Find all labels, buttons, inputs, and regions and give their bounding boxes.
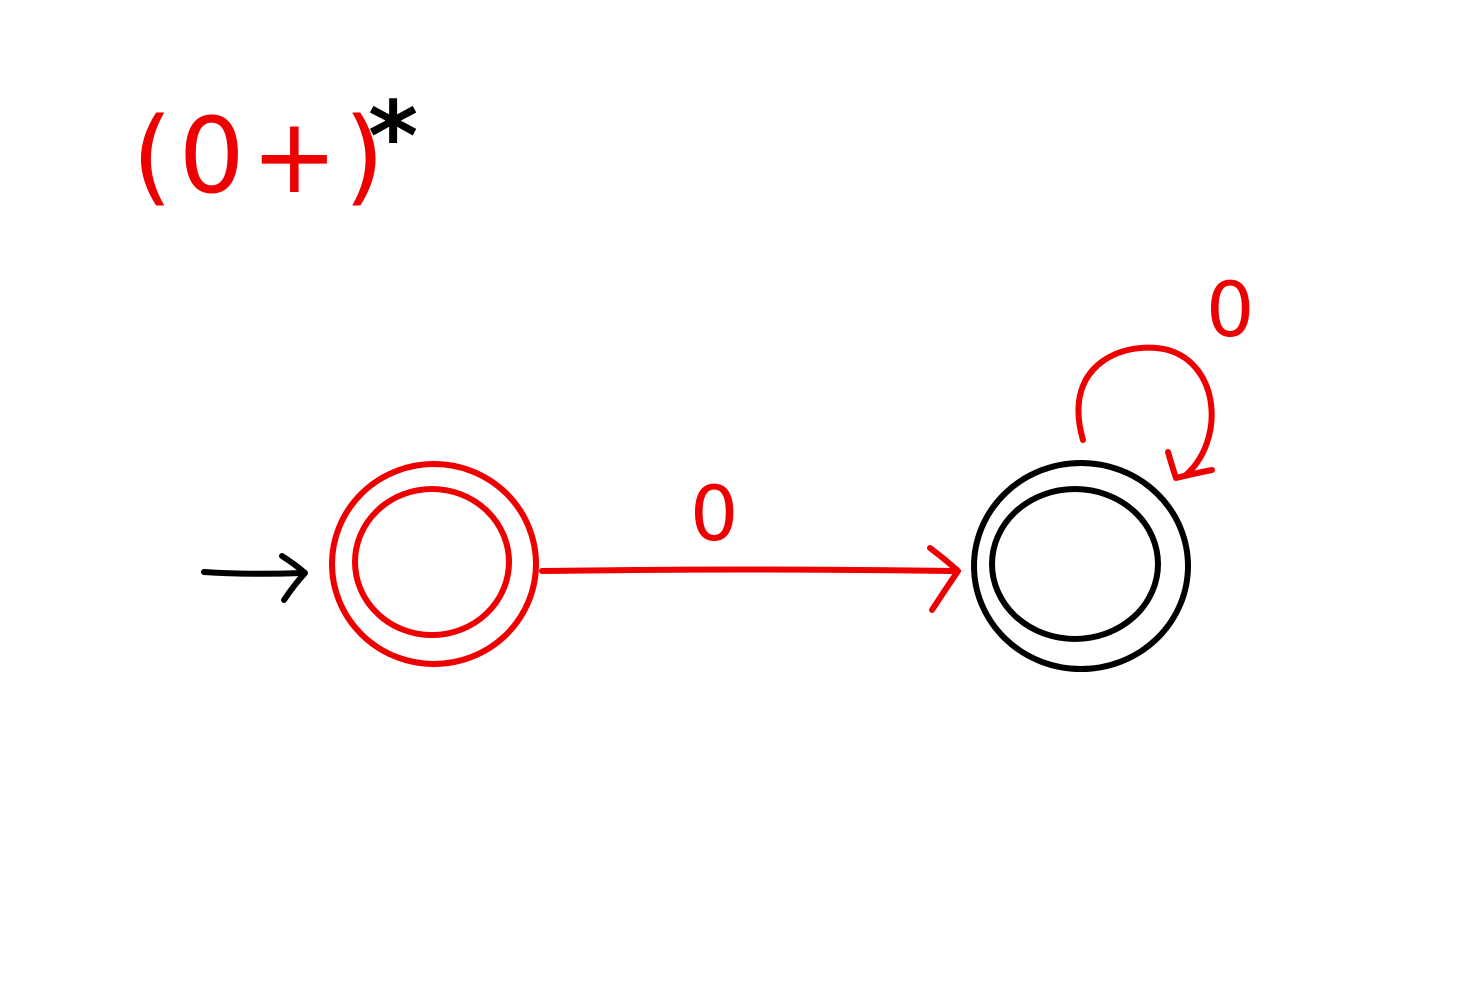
state-q0-outer-ring — [329, 461, 539, 667]
transition-q1-self-loop: 0 — [1075, 265, 1254, 481]
regex-title: (0+) * — [132, 81, 418, 217]
regex-expression: (0+) — [132, 95, 390, 217]
regex-kleene-star: * — [368, 81, 418, 193]
self-loop-label: 0 — [1206, 265, 1254, 354]
self-loop-arrowhead — [1165, 449, 1215, 481]
self-loop-arc — [1075, 344, 1215, 478]
state-q1-inner-ring — [989, 486, 1161, 642]
state-q0-inner-ring — [352, 486, 512, 638]
state-q0 — [329, 461, 539, 667]
state-q1 — [971, 460, 1191, 672]
transition-q0-q1: 0 — [539, 469, 961, 613]
transition-q0-q1-arrowhead — [927, 545, 961, 613]
transition-q0-q1-label: 0 — [690, 469, 738, 558]
start-arrow — [201, 553, 308, 603]
transition-q0-q1-line — [539, 566, 958, 574]
state-q1-outer-ring — [971, 460, 1191, 672]
